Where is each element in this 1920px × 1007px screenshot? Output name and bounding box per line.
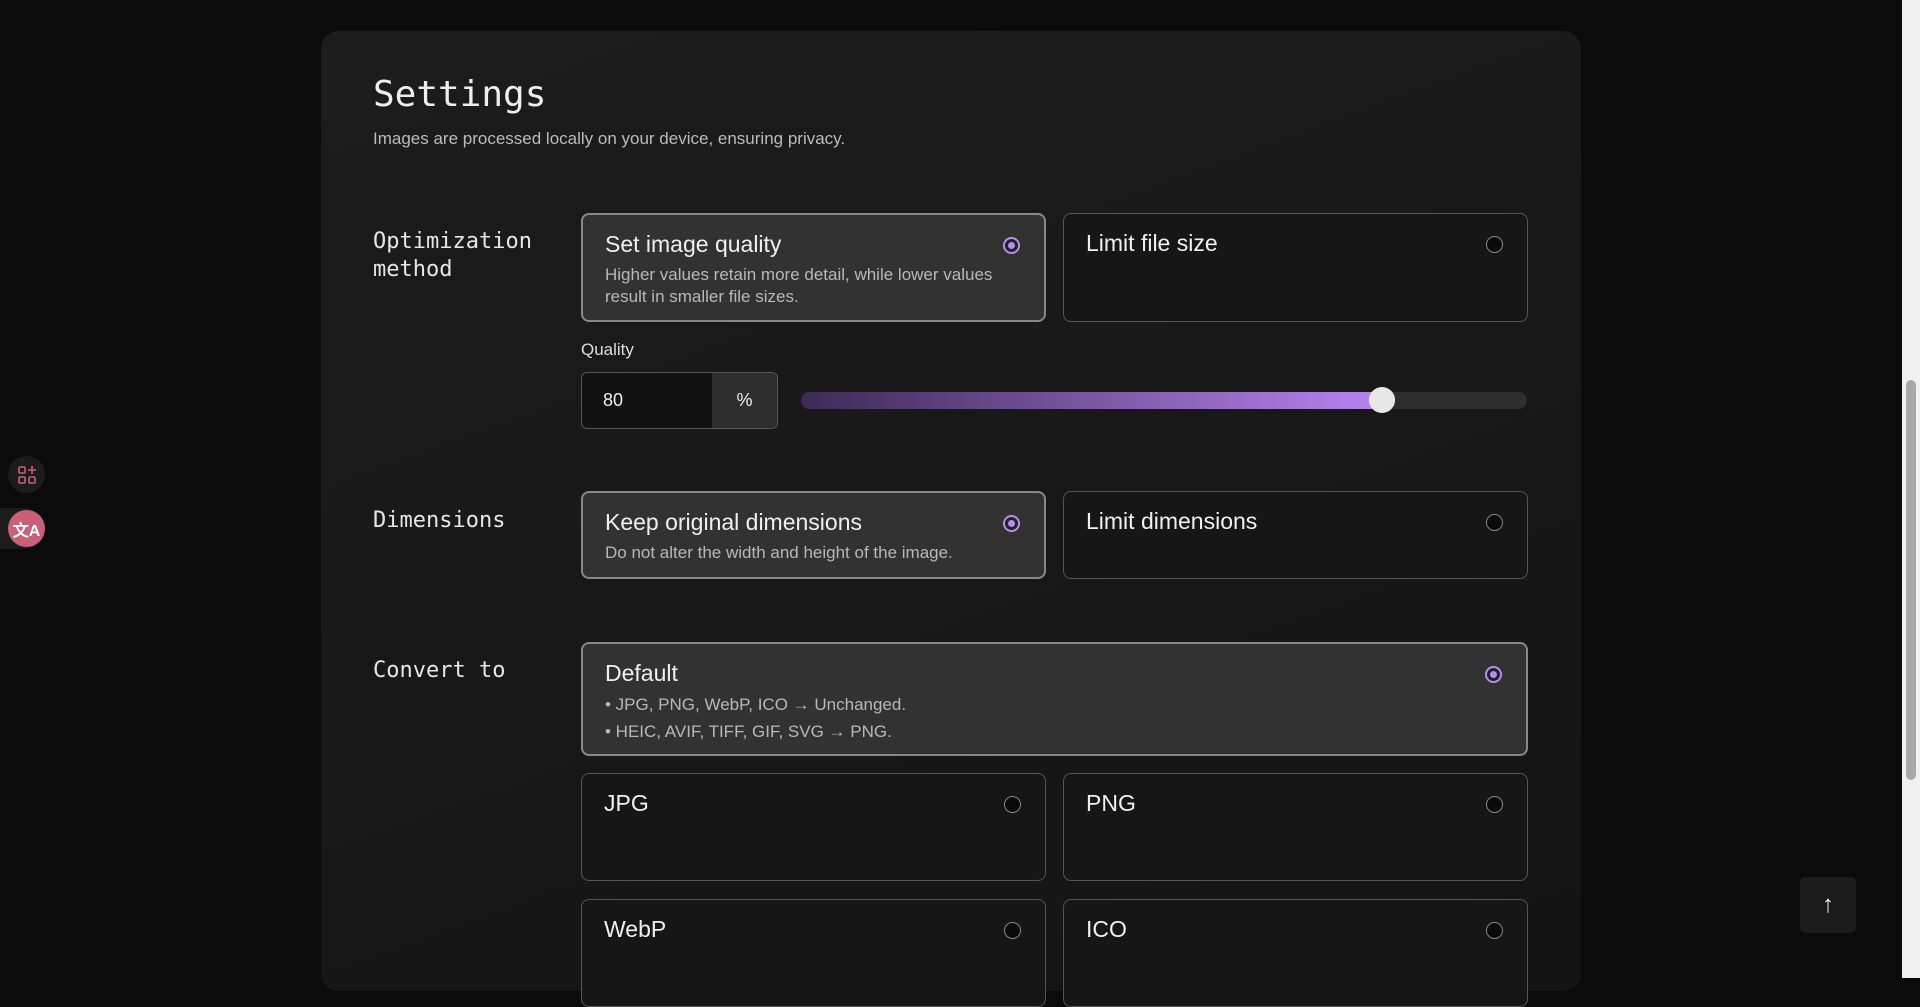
option-title: Limit dimensions <box>1086 508 1258 534</box>
radio[interactable] <box>1486 922 1503 939</box>
option-desc: Do not alter the width and height of the… <box>605 543 953 562</box>
quality-slider[interactable] <box>801 387 1527 413</box>
quality-input[interactable] <box>582 373 712 428</box>
option-title: Set image quality <box>605 231 782 257</box>
option-title: Default <box>605 660 678 686</box>
quality-label: Quality <box>581 340 634 359</box>
option-ico[interactable]: ICO <box>1063 899 1528 1007</box>
scrollbar-thumb[interactable] <box>1906 380 1916 780</box>
option-jpg[interactable]: JPG <box>581 773 1046 881</box>
slider-fill <box>801 392 1382 409</box>
option-keep-original-dimensions[interactable]: Keep original dimensions Do not alter th… <box>581 491 1046 579</box>
percent-unit: % <box>712 373 777 428</box>
radio[interactable] <box>1486 236 1503 253</box>
back-to-top-button[interactable]: ↑ <box>1800 877 1856 933</box>
option-title: WebP <box>604 916 667 942</box>
option-desc-line2: • HEIC, AVIF, TIFF, GIF, SVG → PNG. <box>605 722 892 741</box>
option-desc-line1: • JPG, PNG, WebP, ICO → Unchanged. <box>605 695 907 714</box>
page-subtitle: Images are processed locally on your dev… <box>373 129 846 148</box>
option-webp[interactable]: WebP <box>581 899 1046 1007</box>
convert-label: Convert to <box>373 658 506 683</box>
page-title: Settings <box>373 74 547 115</box>
radio[interactable] <box>1486 514 1503 531</box>
radio-selected[interactable] <box>1485 666 1502 683</box>
option-limit-dimensions[interactable]: Limit dimensions <box>1063 491 1528 579</box>
option-title: JPG <box>604 790 649 816</box>
option-png[interactable]: PNG <box>1063 773 1528 881</box>
quality-input-group: % <box>581 372 778 429</box>
radio-selected[interactable] <box>1003 237 1020 254</box>
option-default-format[interactable]: Default • JPG, PNG, WebP, ICO → Unchange… <box>581 642 1528 756</box>
radio[interactable] <box>1486 796 1503 813</box>
apps-sparkle-icon[interactable] <box>8 456 45 493</box>
option-title: PNG <box>1086 790 1136 816</box>
translate-icon[interactable]: 文A <box>8 510 45 547</box>
option-title: Keep original dimensions <box>605 509 862 535</box>
option-set-image-quality[interactable]: Set image quality Higher values retain m… <box>581 213 1046 322</box>
option-desc: Higher values retain more detail, while … <box>605 265 993 306</box>
radio-selected[interactable] <box>1003 515 1020 532</box>
radio[interactable] <box>1004 922 1021 939</box>
option-title: Limit file size <box>1086 230 1218 256</box>
option-title: ICO <box>1086 916 1127 942</box>
optimization-label: Optimization method <box>373 229 532 282</box>
dimensions-label: Dimensions <box>373 508 506 533</box>
radio[interactable] <box>1004 796 1021 813</box>
option-limit-file-size[interactable]: Limit file size <box>1063 213 1528 322</box>
arrow-up-icon: ↑ <box>1822 891 1834 918</box>
slider-thumb[interactable] <box>1368 387 1395 413</box>
